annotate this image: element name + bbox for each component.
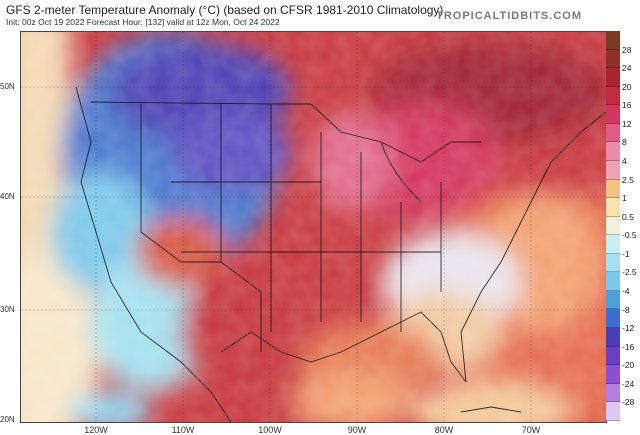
colorbar-segment bbox=[606, 105, 620, 124]
colorbar-segment bbox=[606, 216, 620, 236]
lon-label-90w: 90W bbox=[347, 425, 367, 435]
colorbar-segment bbox=[606, 253, 620, 273]
colorbar-label: 1 bbox=[622, 193, 627, 204]
lon-label-70w: 70W bbox=[521, 425, 541, 435]
colorbar-label: -24 bbox=[622, 378, 635, 389]
colorbar-segment bbox=[606, 346, 620, 366]
lat-label-20n: 20N bbox=[0, 415, 15, 424]
colorbar-segment bbox=[606, 328, 620, 347]
colorbar bbox=[606, 31, 620, 421]
colorbar-segment bbox=[606, 198, 620, 217]
colorbar-segment bbox=[606, 49, 620, 69]
colorbar-label: 12 bbox=[622, 118, 632, 129]
colorbar-label: -0.5 bbox=[622, 230, 637, 241]
lon-label-100w: 100W bbox=[258, 425, 282, 435]
colorbar-label: 2.5 bbox=[622, 174, 634, 185]
colorbar-label: 24 bbox=[622, 63, 632, 74]
lat-label-50n: 50N bbox=[0, 82, 15, 91]
colorbar-segment bbox=[606, 31, 620, 50]
colorbar-label: 4 bbox=[622, 156, 627, 166]
colorbar-label: -8 bbox=[622, 304, 630, 315]
colorbar-segment bbox=[606, 160, 620, 180]
colorbar-label: -4 bbox=[622, 286, 630, 296]
chart-subtitle: Init: 00z Oct 19 2022 Forecast Hour: [13… bbox=[6, 17, 280, 27]
colorbar-segment bbox=[606, 179, 620, 199]
colorbar-label: 20 bbox=[622, 81, 632, 92]
lat-label-40n: 40N bbox=[0, 192, 15, 201]
colorbar-segment bbox=[606, 142, 620, 161]
colorbar-label: 28 bbox=[622, 44, 632, 55]
lon-label-110w: 110W bbox=[171, 425, 195, 435]
colorbar-segment bbox=[606, 290, 620, 310]
colorbar-segment bbox=[606, 365, 620, 384]
colorbar-segment bbox=[606, 123, 620, 143]
chart-title: GFS 2-meter Temperature Anomaly (°C) (ba… bbox=[6, 3, 444, 17]
colorbar-label: -16 bbox=[622, 341, 635, 352]
colorbar-segment bbox=[606, 309, 620, 328]
colorbar-label: -12 bbox=[622, 323, 635, 334]
lon-label-120w: 120W bbox=[84, 425, 108, 435]
colorbar-label: 16 bbox=[622, 100, 632, 111]
colorbar-label: 8 bbox=[622, 137, 627, 148]
colorbar-segment bbox=[606, 383, 620, 403]
colorbar-label: -1 bbox=[622, 248, 630, 259]
lat-label-30n: 30N bbox=[0, 305, 15, 314]
site-credit: TROPICALTIDBITS.COM bbox=[436, 10, 582, 22]
colorbar-label: 0.5 bbox=[622, 211, 634, 222]
colorbar-label: -28 bbox=[622, 397, 635, 408]
colorbar-segment bbox=[606, 68, 620, 87]
colorbar-label: -2.5 bbox=[622, 267, 637, 278]
colorbar-segment bbox=[606, 402, 620, 421]
anomaly-map bbox=[20, 31, 607, 423]
colorbar-segment bbox=[606, 86, 620, 106]
colorbar-label: -20 bbox=[622, 360, 635, 371]
colorbar-segment bbox=[606, 235, 620, 254]
lon-label-80w: 80W bbox=[434, 425, 454, 435]
colorbar-segment bbox=[606, 272, 620, 291]
